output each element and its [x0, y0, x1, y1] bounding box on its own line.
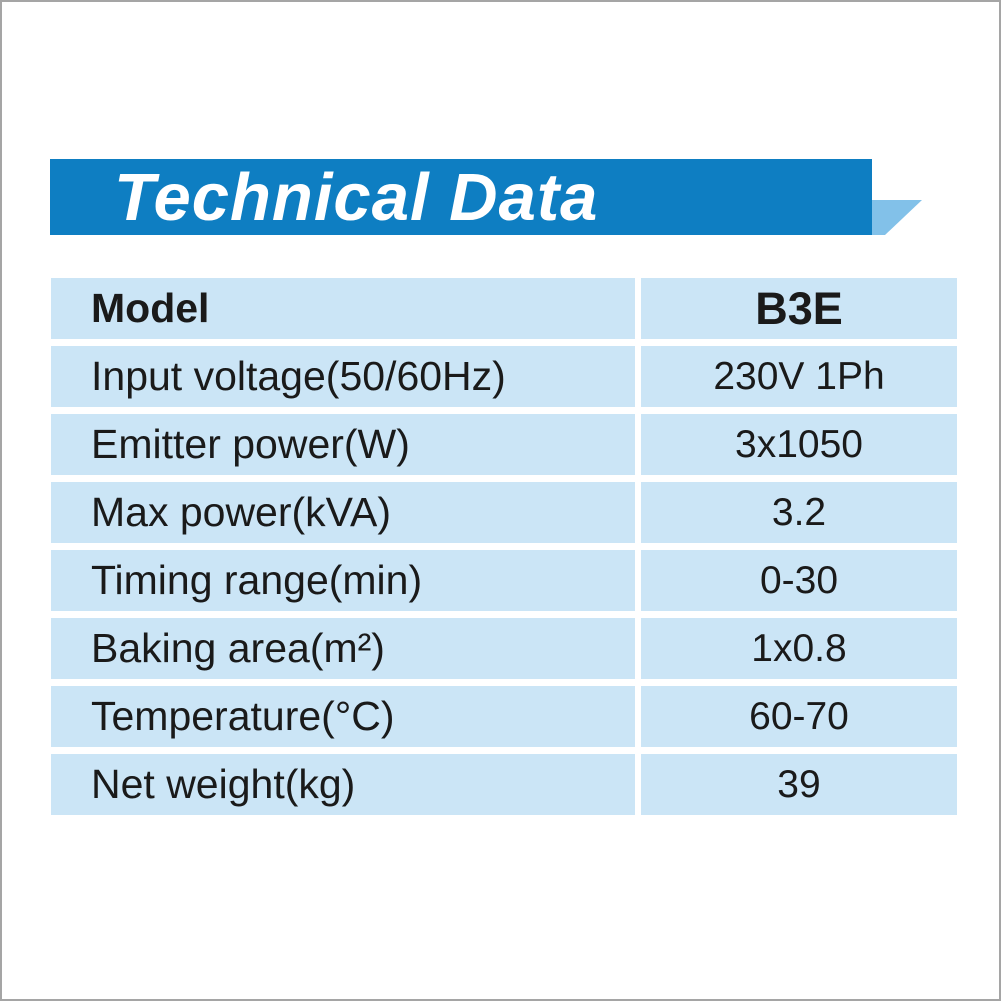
row-label: Timing range(min) — [51, 550, 635, 611]
table-row-baking-area: Baking area(m²) 1x0.8 — [51, 618, 957, 679]
table-row-timing-range: Timing range(min) 0-30 — [51, 550, 957, 611]
row-value: 3.2 — [641, 482, 957, 543]
row-label: Input voltage(50/60Hz) — [51, 346, 635, 407]
row-value: 39 — [641, 754, 957, 815]
page-title: Technical Data — [114, 159, 599, 235]
row-value: 60-70 — [641, 686, 957, 747]
technical-data-table: Model B3E Input voltage(50/60Hz) 230V 1P… — [51, 278, 957, 815]
row-value: 0-30 — [641, 550, 957, 611]
row-value: 1x0.8 — [641, 618, 957, 679]
row-value: 3x1050 — [641, 414, 957, 475]
banner-ribbon-fold — [872, 200, 922, 235]
table-row-input-voltage: Input voltage(50/60Hz) 230V 1Ph — [51, 346, 957, 407]
row-label: Temperature(°C) — [51, 686, 635, 747]
row-label: Net weight(kg) — [51, 754, 635, 815]
row-value: 230V 1Ph — [641, 346, 957, 407]
table-row-net-weight: Net weight(kg) 39 — [51, 754, 957, 815]
title-banner: Technical Data — [50, 159, 872, 235]
table-row-temperature: Temperature(°C) 60-70 — [51, 686, 957, 747]
table-row-emitter-power: Emitter power(W) 3x1050 — [51, 414, 957, 475]
row-value: B3E — [641, 278, 957, 339]
row-label: Emitter power(W) — [51, 414, 635, 475]
row-label: Max power(kVA) — [51, 482, 635, 543]
table-row-model: Model B3E — [51, 278, 957, 339]
row-label: Baking area(m²) — [51, 618, 635, 679]
table-row-max-power: Max power(kVA) 3.2 — [51, 482, 957, 543]
row-label: Model — [51, 278, 635, 339]
